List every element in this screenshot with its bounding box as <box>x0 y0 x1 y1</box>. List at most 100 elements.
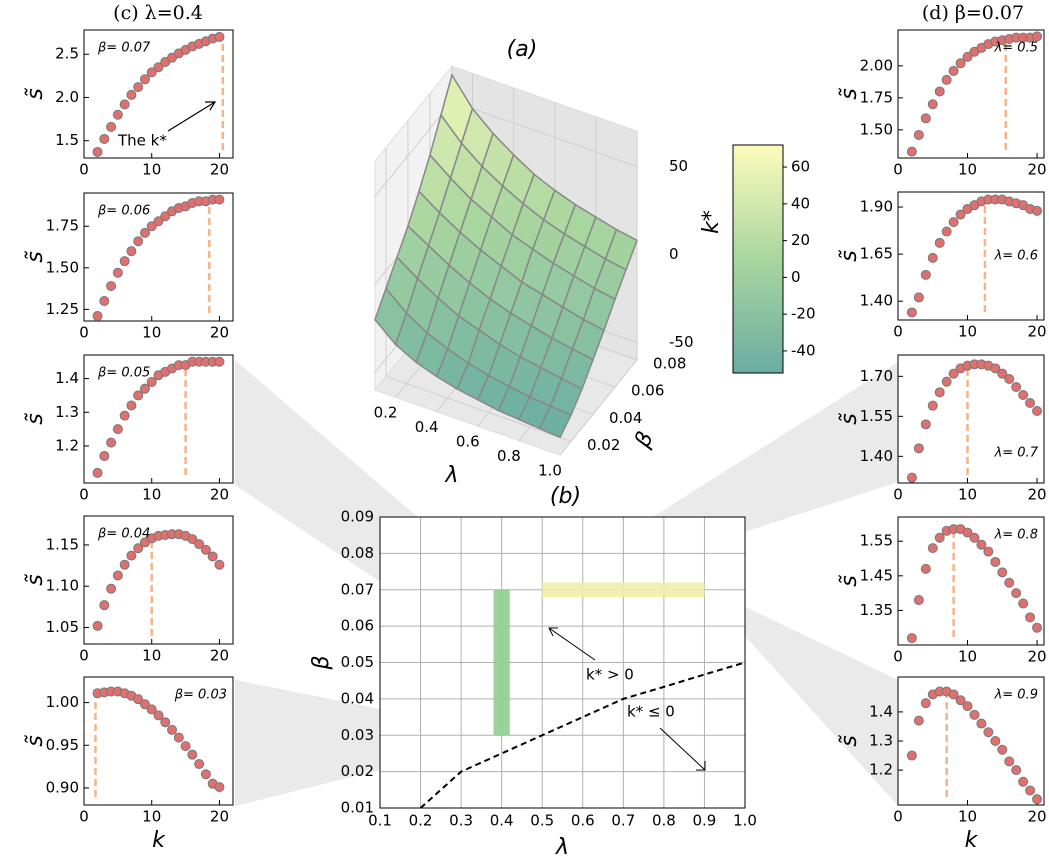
point <box>99 296 110 307</box>
point <box>187 534 198 545</box>
point <box>200 769 211 780</box>
y-tick-label: 1.70 <box>860 367 893 385</box>
x-label: λ <box>444 463 458 488</box>
point <box>106 437 117 448</box>
x-tick-label: 0 <box>79 324 89 342</box>
point <box>99 600 110 611</box>
point <box>214 194 225 205</box>
point <box>112 424 123 435</box>
point <box>99 133 110 144</box>
point <box>92 146 103 157</box>
y-tick-label: 0.09 <box>341 508 374 526</box>
point <box>906 750 917 761</box>
y-tick-label: 0.02 <box>341 762 374 780</box>
legend: λ= 0.6 <box>994 249 1038 264</box>
point <box>927 543 938 554</box>
y-label: s̃ <box>23 250 48 262</box>
legend: β= 0.07 <box>97 41 151 56</box>
y-tick-label: 1.55 <box>860 532 893 550</box>
point <box>146 67 157 78</box>
y-tick-label: 0.04 <box>609 409 642 427</box>
point <box>906 146 917 157</box>
y-tick-label: 1.65 <box>860 245 893 263</box>
point <box>1025 785 1036 796</box>
point <box>948 65 959 76</box>
y-tick-label: 1.75 <box>46 217 79 235</box>
point <box>194 759 205 770</box>
boundary-line <box>419 661 746 809</box>
x-tick-label: 10 <box>958 486 977 504</box>
arrow-head <box>696 761 706 771</box>
y-tick-label: 1.4 <box>55 369 79 387</box>
colorbar-tick-label: 40 <box>791 194 810 212</box>
point <box>920 698 931 709</box>
y-tick-label: 0.04 <box>341 689 374 707</box>
point <box>214 31 225 42</box>
legend: β= 0.04 <box>97 527 150 542</box>
point <box>934 387 945 398</box>
grid-line <box>385 375 572 442</box>
y-tick-label: 0.08 <box>653 355 686 373</box>
y-tick-label: 0.90 <box>46 778 79 796</box>
colorbar <box>732 144 784 374</box>
y-tick-label: 0.06 <box>341 617 374 635</box>
panel-title: (c) λ=0.4 <box>113 2 203 24</box>
point <box>112 109 123 120</box>
point <box>983 727 994 738</box>
point <box>997 368 1008 379</box>
point <box>976 539 987 550</box>
arrow-head <box>548 627 558 637</box>
point <box>906 472 917 483</box>
point <box>913 715 924 726</box>
y-label: β <box>630 428 659 452</box>
point <box>948 368 959 379</box>
y-tick-label: 0.05 <box>341 653 374 671</box>
y-tick-label: 1.25 <box>46 300 79 318</box>
x-tick-label: 0.9 <box>693 812 717 830</box>
point <box>99 451 110 462</box>
y-tick-label: 1.3 <box>55 403 79 421</box>
x-label: λ <box>555 835 569 860</box>
point <box>990 736 1001 746</box>
point <box>126 246 137 257</box>
y-tick-label: 1.45 <box>860 566 893 584</box>
y-tick-label: 0.06 <box>631 382 664 400</box>
point <box>146 221 157 232</box>
point <box>214 356 225 367</box>
legend: β= 0.05 <box>97 366 150 381</box>
y-tick-label: 1.10 <box>46 577 79 595</box>
point <box>207 551 218 562</box>
y-tick-label: 1.3 <box>869 732 893 750</box>
x-tick-label: 0.4 <box>415 418 439 436</box>
x-tick-label: 20 <box>210 647 229 665</box>
colorbar-tick-label: -40 <box>791 341 816 359</box>
x-tick-label: 0.2 <box>374 404 398 422</box>
point <box>153 710 164 721</box>
region <box>493 589 510 736</box>
point <box>1032 406 1043 416</box>
y-tick-label: 1.90 <box>860 198 893 216</box>
legend: β= 0.03 <box>174 688 227 703</box>
y-tick-label: 0.03 <box>341 726 374 744</box>
point <box>92 311 103 322</box>
point <box>955 695 966 706</box>
point <box>948 217 959 228</box>
point <box>1004 577 1015 588</box>
y-tick-label: 2.5 <box>55 45 79 63</box>
legend: λ= 0.7 <box>994 446 1039 461</box>
point <box>913 292 924 303</box>
y-tick-label: 1.40 <box>860 447 893 465</box>
point <box>180 741 191 752</box>
legend: λ= 0.9 <box>994 688 1038 703</box>
point <box>906 307 917 318</box>
point <box>167 724 178 735</box>
x-tick-label: 0 <box>79 486 89 504</box>
point <box>969 532 980 543</box>
x-tick-label: 0 <box>893 648 903 666</box>
x-tick-label: 10 <box>142 324 161 342</box>
point <box>955 209 966 220</box>
y-label: s̃ <box>23 734 48 746</box>
x-tick-label: 10 <box>142 486 161 504</box>
region <box>542 582 705 598</box>
grid-line <box>451 100 638 167</box>
